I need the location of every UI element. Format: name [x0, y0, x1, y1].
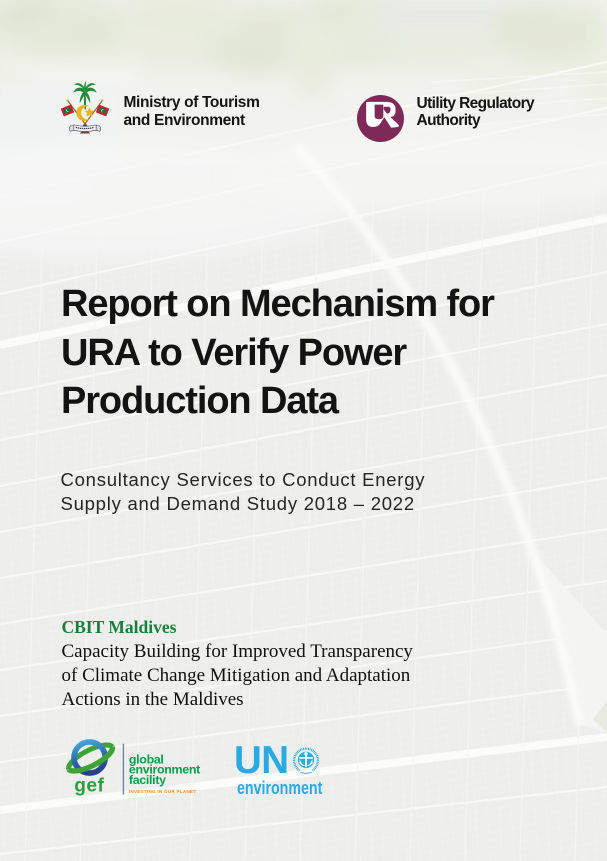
- svg-text:environment: environment: [129, 762, 200, 776]
- svg-text:global: global: [129, 753, 164, 767]
- svg-text:INVESTING IN OUR PLANET: INVESTING IN OUR PLANET: [129, 789, 197, 794]
- svg-text:facility: facility: [129, 773, 166, 787]
- svg-text:gef: gef: [74, 776, 104, 797]
